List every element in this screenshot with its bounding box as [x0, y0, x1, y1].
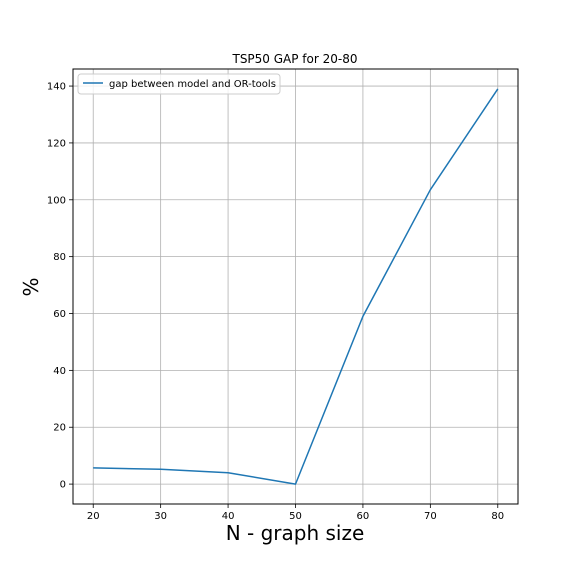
x-tick-label: 20: [87, 511, 100, 522]
y-tick-label: 20: [53, 423, 66, 434]
x-tick-label: 80: [491, 511, 504, 522]
legend-box: [77, 73, 281, 95]
y-tick-label: 0: [60, 480, 66, 491]
y-tick-label: 60: [53, 309, 66, 320]
legend: gap between model and OR-tools: [77, 73, 281, 95]
legend-label: gap between model and OR-tools: [109, 79, 276, 90]
x-axis-label: N - graph size: [226, 521, 365, 545]
x-tick-label: 50: [289, 511, 302, 522]
y-tick-label: 80: [53, 252, 66, 263]
axis-ticks: 20 30 40 50 60 70 80 0 20 40 60 80 100 120 140: [47, 82, 504, 522]
y-tick-label: 40: [53, 366, 66, 377]
grid-lines: [73, 69, 518, 504]
x-tick-label: 30: [154, 511, 167, 522]
y-tick-label: 100: [47, 195, 66, 206]
x-tick-label: 60: [357, 511, 370, 522]
y-tick-label: 140: [47, 82, 66, 93]
x-tick-label: 70: [424, 511, 437, 522]
y-tick-label: 120: [47, 138, 66, 149]
chart-title: TSP50 GAP for 20-80: [231, 52, 357, 66]
x-tick-label: 40: [222, 511, 235, 522]
series-line: [93, 88, 499, 485]
y-axis-label: %: [19, 277, 43, 296]
series-lines: [93, 88, 499, 485]
